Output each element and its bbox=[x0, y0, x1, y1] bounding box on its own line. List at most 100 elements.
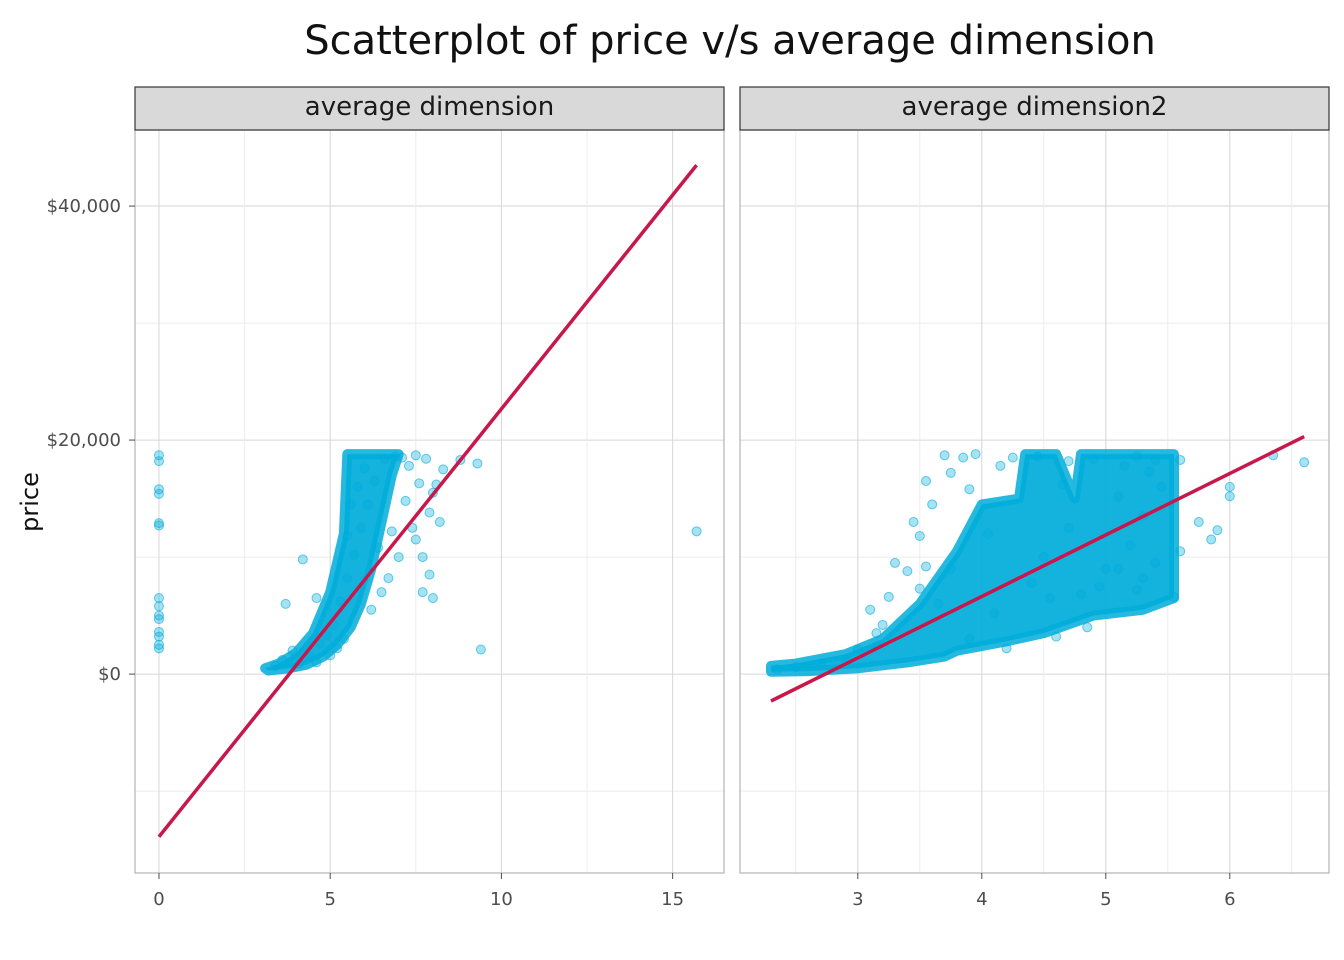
scatter-point bbox=[397, 452, 408, 463]
scatter-point bbox=[1094, 581, 1105, 592]
scatter-point bbox=[1113, 491, 1124, 502]
scatter-point bbox=[403, 460, 414, 471]
facet-strip bbox=[739, 86, 1330, 131]
scatter-point bbox=[989, 608, 1000, 619]
scatter-point bbox=[871, 628, 882, 639]
scatter-point bbox=[772, 664, 783, 675]
scatter-point bbox=[983, 528, 993, 539]
x-tick-label: 5 bbox=[1100, 889, 1111, 910]
scatter-point bbox=[414, 478, 425, 489]
scatter-point bbox=[386, 526, 397, 537]
scatter-point bbox=[1224, 491, 1235, 502]
scatter-point bbox=[945, 563, 956, 574]
facet-strip bbox=[134, 86, 725, 131]
scatter-point bbox=[1063, 456, 1074, 467]
data-layer bbox=[153, 164, 702, 838]
scatter-point bbox=[475, 644, 486, 655]
scatter-point bbox=[964, 484, 975, 495]
scatter-point bbox=[345, 499, 356, 510]
scatter-point bbox=[945, 467, 956, 478]
scatter-point bbox=[1119, 460, 1130, 471]
scatter-point bbox=[958, 452, 969, 463]
scatter-point bbox=[153, 631, 164, 642]
scatter-point bbox=[921, 561, 931, 572]
scatter-point bbox=[434, 516, 445, 527]
scatter-point bbox=[927, 499, 938, 510]
scatter-point bbox=[1125, 540, 1136, 551]
scatter-point bbox=[472, 458, 483, 469]
scatter-point bbox=[1131, 451, 1142, 462]
scatter-point bbox=[369, 476, 380, 487]
x-tick-label: 6 bbox=[1224, 889, 1235, 910]
scatter-point bbox=[438, 464, 449, 475]
scatter-point bbox=[338, 633, 349, 644]
scatter-point bbox=[349, 549, 360, 560]
scatter-point bbox=[153, 614, 164, 625]
facet-strip-label: average dimension bbox=[305, 92, 554, 122]
scatter-point bbox=[964, 633, 975, 644]
scatter-point bbox=[1150, 454, 1161, 465]
scatter-point bbox=[153, 601, 164, 612]
scatter-point bbox=[1131, 584, 1142, 595]
chart-title: Scatterplot of price v/s average dimensi… bbox=[304, 18, 1156, 64]
scatter-point bbox=[1001, 643, 1012, 654]
scatter-point bbox=[883, 591, 894, 602]
scatter-point bbox=[311, 593, 322, 604]
scatter-point bbox=[1175, 546, 1186, 557]
scatter-point bbox=[914, 583, 925, 594]
scatter-point bbox=[865, 604, 876, 615]
scatter-point bbox=[410, 534, 421, 545]
scatter-point bbox=[153, 643, 164, 654]
scatter-point bbox=[1100, 563, 1111, 574]
scatter-point bbox=[376, 587, 387, 598]
scatter-point bbox=[815, 658, 826, 669]
scatter-point bbox=[852, 644, 863, 655]
scatter-point bbox=[890, 557, 900, 568]
scatter-point bbox=[417, 552, 428, 563]
scatter-point bbox=[1156, 481, 1167, 492]
scatter-point bbox=[1138, 573, 1148, 584]
scatter-point bbox=[153, 639, 164, 650]
scatter-point bbox=[311, 657, 322, 668]
scatter-point bbox=[400, 495, 411, 506]
scatter-point bbox=[921, 476, 931, 487]
scatter-point bbox=[342, 573, 353, 584]
scatter-point bbox=[373, 542, 384, 553]
scatter-point bbox=[1212, 525, 1223, 536]
x-tick-label: 3 bbox=[852, 889, 863, 910]
scatter-point bbox=[877, 619, 888, 630]
scatter-point bbox=[359, 463, 370, 474]
scatter-point bbox=[1169, 591, 1179, 602]
scatter-point bbox=[366, 604, 377, 615]
scatter-point bbox=[342, 531, 353, 542]
scatter-point bbox=[914, 531, 925, 542]
scatter-point bbox=[1051, 631, 1062, 642]
scatter-point bbox=[933, 598, 944, 609]
scatter-point bbox=[1224, 481, 1235, 492]
scatter-point bbox=[1144, 466, 1155, 477]
scatter-point bbox=[153, 520, 164, 531]
x-tick-label: 4 bbox=[976, 889, 987, 910]
y-tick-label: $0 bbox=[98, 664, 121, 685]
x-tick-label: 15 bbox=[661, 889, 684, 910]
x-tick-label: 5 bbox=[324, 889, 335, 910]
scatter-point bbox=[995, 460, 1006, 471]
scatter-point bbox=[352, 481, 363, 492]
scatter-point bbox=[417, 587, 428, 598]
scatter-point bbox=[1299, 457, 1310, 468]
scatter-point bbox=[410, 450, 421, 461]
scatter-point bbox=[153, 518, 164, 529]
scatter-point bbox=[153, 610, 164, 621]
scatter-point bbox=[421, 453, 432, 464]
scatter-point bbox=[335, 596, 346, 607]
grid bbox=[135, 130, 724, 873]
scatter-point bbox=[908, 516, 919, 527]
scatter-point bbox=[1206, 534, 1217, 545]
scatter-point bbox=[1088, 453, 1099, 464]
scatter-point bbox=[325, 650, 336, 661]
regression-line bbox=[770, 434, 1305, 703]
scatter-point bbox=[1175, 454, 1186, 465]
scatter-point bbox=[1057, 479, 1068, 490]
scatter-point bbox=[1076, 589, 1086, 600]
